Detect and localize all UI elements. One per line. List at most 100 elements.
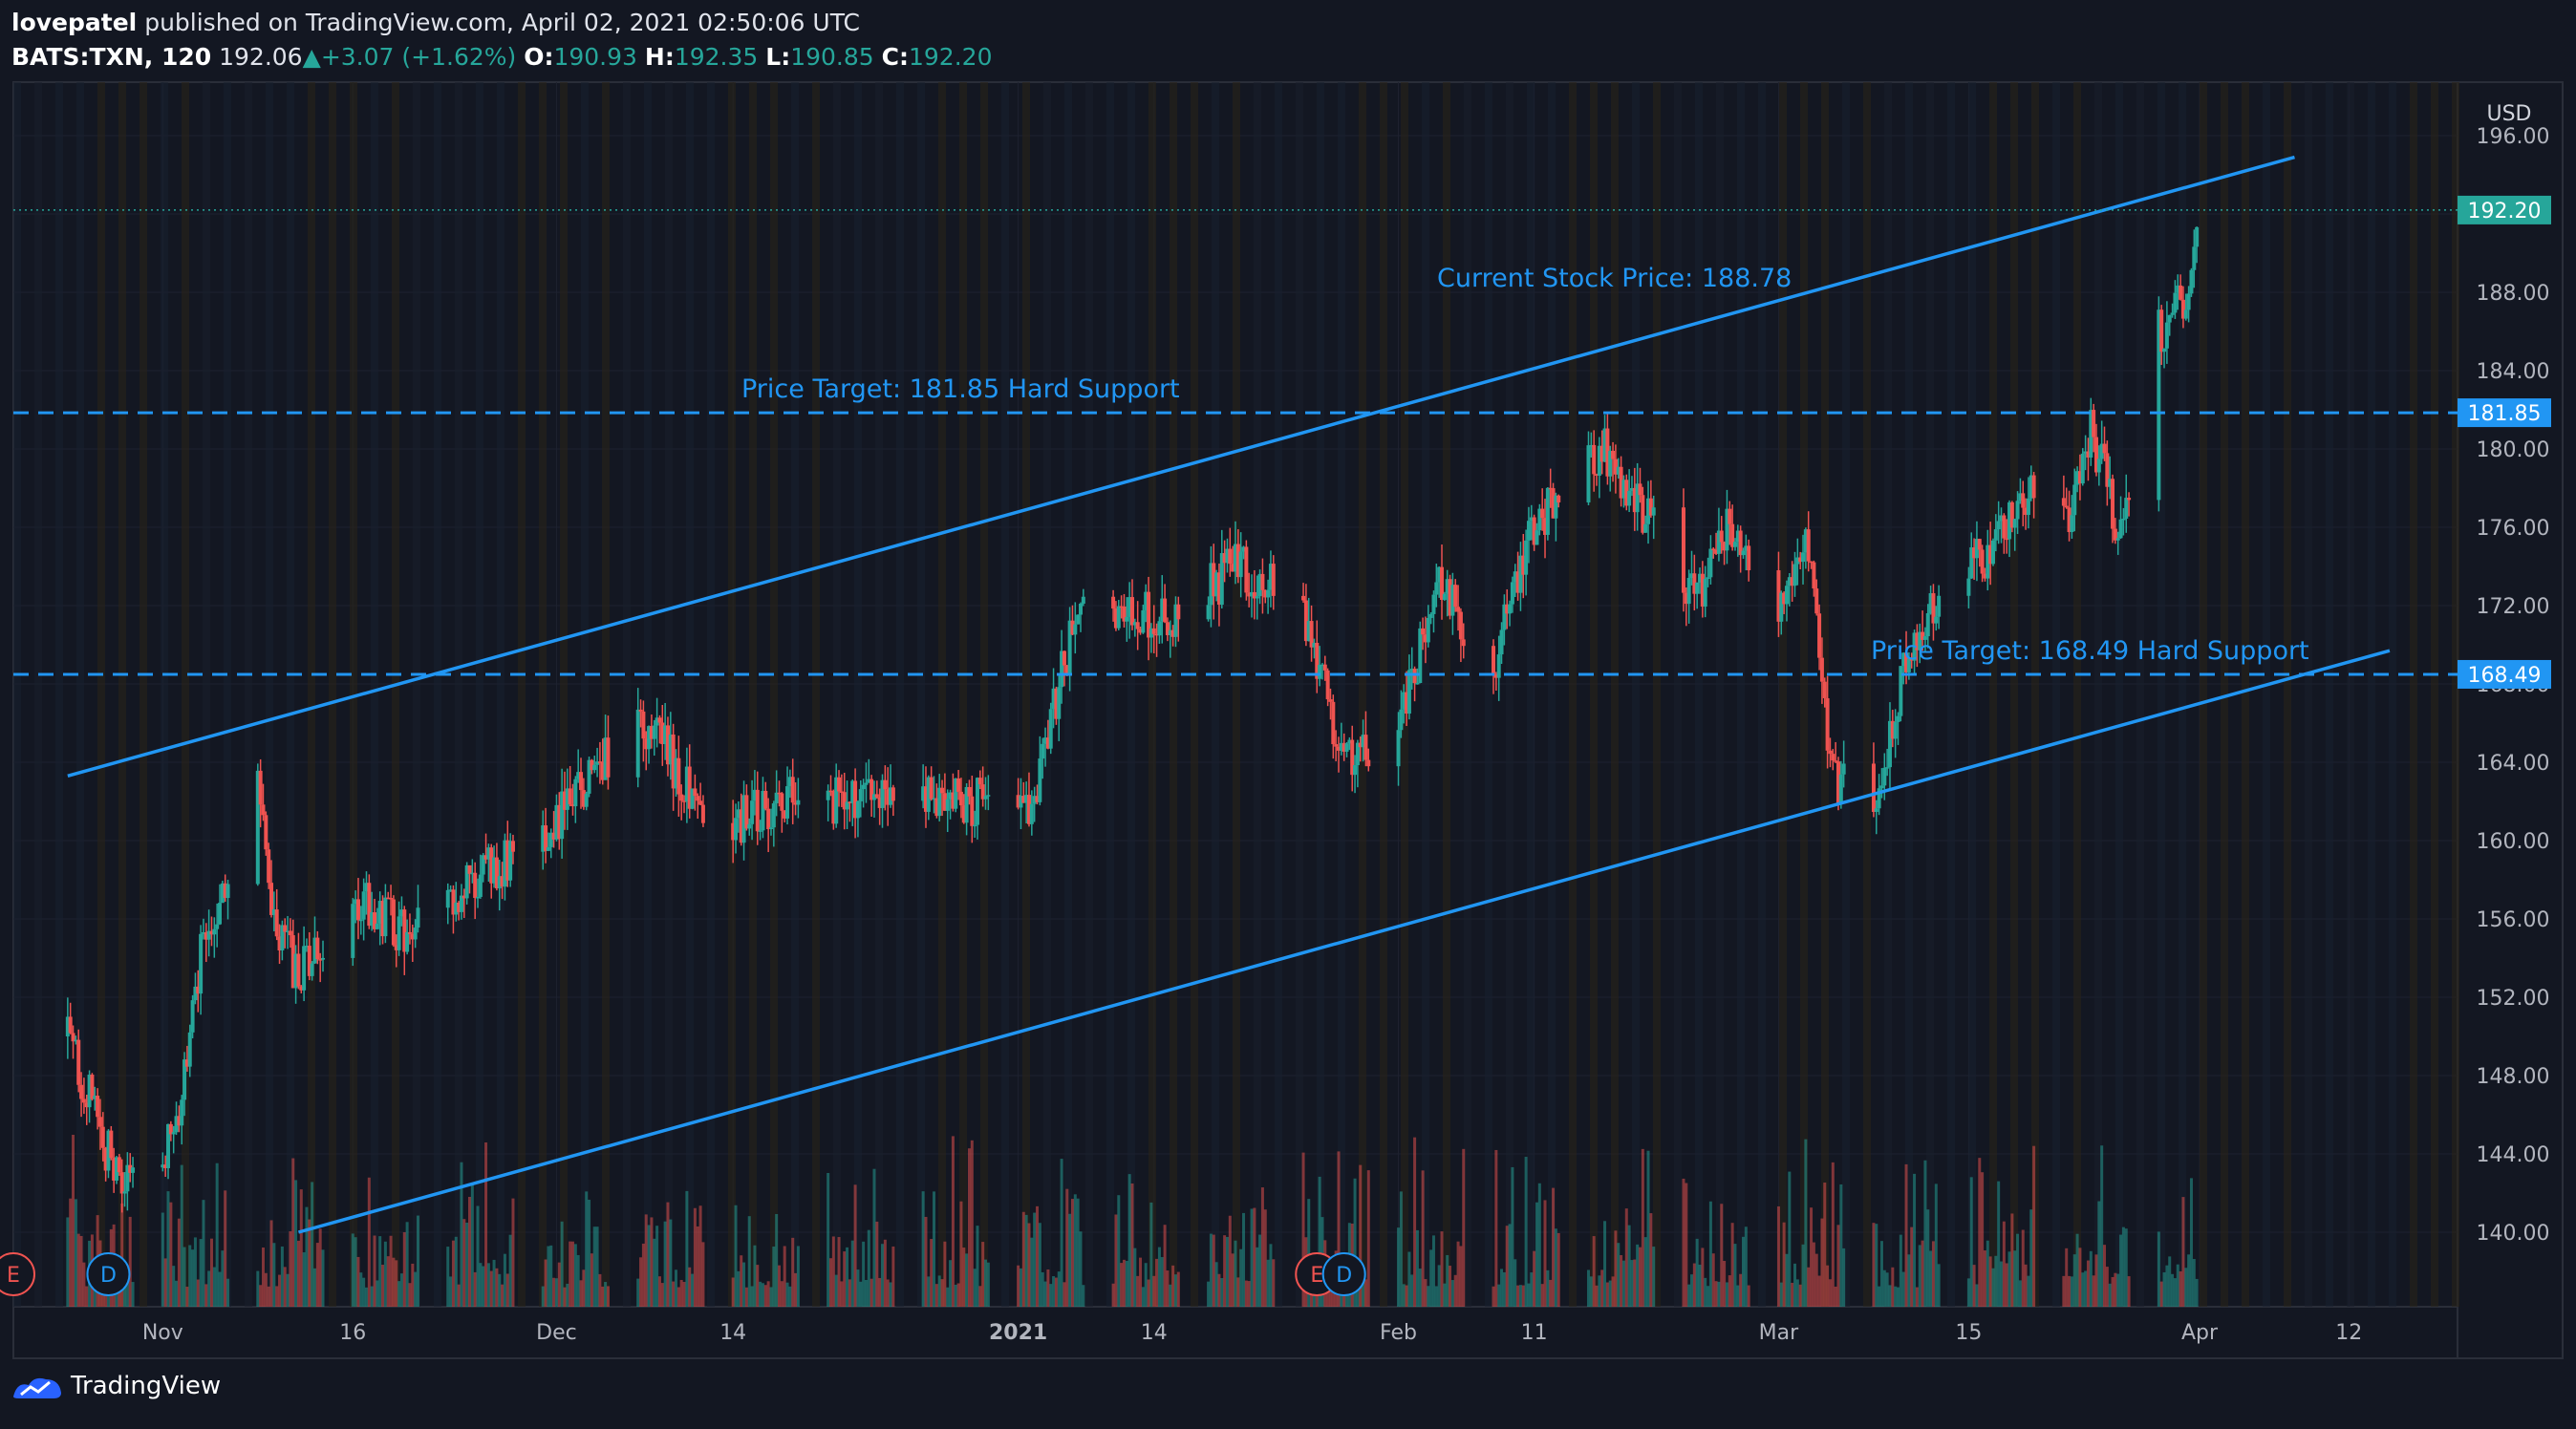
- volume-bar: [657, 1276, 661, 1307]
- volume-bar: [1122, 1259, 1126, 1307]
- volume-bar: [1540, 1284, 1544, 1307]
- publisher-name[interactable]: lovepatel: [11, 9, 138, 36]
- candle-body: [112, 1158, 117, 1181]
- session-band: [2179, 82, 2186, 1307]
- candle-body: [2093, 437, 2098, 473]
- candle-body: [193, 986, 198, 1001]
- candle-body: [570, 803, 575, 807]
- volume-bar: [1402, 1284, 1406, 1307]
- volume-bar: [1614, 1230, 1618, 1307]
- volume-bar: [927, 1276, 931, 1307]
- candle-body: [1915, 632, 1920, 651]
- volume-bar: [482, 1266, 485, 1307]
- candle-body: [258, 770, 263, 805]
- time-axis[interactable]: Nov 16 Dec 14 2021 14 Feb 11 Mar 15 Apr 12: [142, 1321, 2362, 1345]
- candle-body: [413, 928, 418, 940]
- candle-body: [1814, 588, 1819, 614]
- candle-body: [793, 802, 798, 805]
- volume-bar: [1513, 1259, 1517, 1307]
- candle-body: [280, 925, 285, 951]
- volume-bar: [554, 1278, 558, 1307]
- candle-body: [1698, 573, 1703, 583]
- candle-body: [497, 876, 502, 889]
- candle-body: [1119, 606, 1124, 608]
- volume-bar: [1801, 1244, 1805, 1307]
- volume-bar: [962, 1248, 966, 1307]
- volume-bar: [775, 1213, 779, 1307]
- volume-bar: [1904, 1163, 1908, 1307]
- volume-bar: [2029, 1209, 2033, 1307]
- candle-body: [1918, 631, 1922, 651]
- volume-bar: [1500, 1269, 1504, 1307]
- x-tick-label: 15: [1955, 1321, 1982, 1345]
- volume-bar: [212, 1267, 216, 1307]
- candle-body: [2072, 484, 2077, 516]
- session-band: [13, 82, 21, 1307]
- currency-label[interactable]: USD: [2486, 102, 2531, 126]
- volume-bar: [2072, 1254, 2076, 1307]
- candle-body: [2009, 501, 2014, 528]
- candle-body: [1347, 739, 1352, 744]
- candle-body: [1252, 591, 1256, 599]
- price-chart[interactable]: Price Target: 181.85 Hard Support Price T…: [0, 0, 2576, 1366]
- volume-bar: [1038, 1223, 1041, 1307]
- candle-body: [310, 963, 314, 976]
- candle-body: [1328, 699, 1333, 702]
- candle-body: [1029, 803, 1034, 824]
- volume-bar: [1272, 1259, 1276, 1307]
- volume-bar: [1033, 1212, 1037, 1307]
- candle-body: [1899, 666, 1903, 716]
- candle-body: [1076, 614, 1081, 625]
- symbol-label[interactable]: BATS:TXN, 120: [11, 43, 212, 71]
- candle-body: [834, 777, 839, 824]
- candle-body: [1434, 582, 1439, 595]
- candle-body: [771, 803, 776, 828]
- candle-body: [1809, 561, 1814, 564]
- volume-bar: [1685, 1183, 1688, 1307]
- volume-bar: [549, 1245, 553, 1307]
- candle-body: [1901, 652, 1906, 667]
- volume-bar: [1913, 1173, 1917, 1307]
- candle-body: [2183, 309, 2188, 319]
- candle-body: [684, 766, 689, 802]
- candle-body: [565, 788, 569, 810]
- volume-bar: [69, 1198, 73, 1307]
- candle-body: [690, 788, 695, 809]
- candle-body: [1255, 596, 1259, 599]
- volume-bar: [1114, 1214, 1118, 1307]
- volume-bar: [1704, 1277, 1707, 1307]
- candle-body: [655, 717, 659, 726]
- session-band: [896, 82, 904, 1307]
- volume-bar: [778, 1265, 782, 1307]
- volume-bar: [1907, 1254, 1911, 1307]
- candle-body: [1619, 466, 1623, 499]
- candle-body: [1399, 709, 1404, 731]
- volume-bar: [1533, 1250, 1536, 1307]
- volume-bar: [1779, 1282, 1783, 1307]
- candle-body: [1350, 739, 1355, 776]
- candle-body: [131, 1167, 136, 1173]
- volume-bar: [867, 1229, 870, 1307]
- candle-body: [1113, 608, 1118, 629]
- volume-bar: [275, 1286, 279, 1307]
- candle-body: [1228, 548, 1233, 565]
- candle-body: [1890, 720, 1895, 739]
- session-band: [959, 82, 967, 1307]
- session-band: [1296, 82, 1303, 1307]
- volume-bar: [1518, 1285, 1522, 1307]
- candle-body: [693, 788, 698, 797]
- candle-body: [1812, 562, 1816, 589]
- volume-bar: [1144, 1263, 1148, 1307]
- volume-bar: [451, 1240, 455, 1307]
- price-axis[interactable]: 140.00 144.00 148.00 152.00 156.00 160.00 164.…: [2458, 125, 2551, 1246]
- session-band: [2326, 82, 2333, 1307]
- candle-body: [370, 912, 375, 927]
- last-price: 192.06: [219, 43, 303, 71]
- candle-body: [826, 790, 830, 800]
- candle-body: [1450, 585, 1455, 616]
- candle-body: [1170, 629, 1175, 637]
- volume-bar: [930, 1239, 934, 1307]
- tradingview-brand[interactable]: TradingView: [71, 1372, 222, 1400]
- candle-body: [853, 780, 858, 819]
- candle-body: [584, 793, 589, 807]
